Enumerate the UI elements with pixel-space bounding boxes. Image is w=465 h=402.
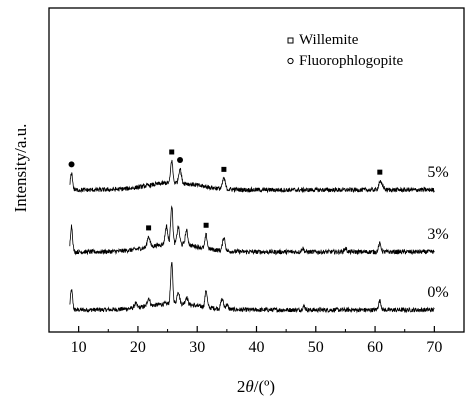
y-axis-label: Intensity/a.u. xyxy=(11,124,30,213)
legend-circle-icon xyxy=(287,57,294,65)
x-tick-label: 10 xyxy=(71,339,87,356)
x-tick-label: 50 xyxy=(308,339,324,356)
series-line xyxy=(69,205,435,256)
series-label: 0% xyxy=(427,284,448,301)
willemite-marker xyxy=(221,166,227,172)
x-axis-label-theta: θ xyxy=(245,377,253,396)
x-axis-label: 2θ/(º) xyxy=(237,377,275,396)
legend-square-icon xyxy=(287,37,294,44)
legend-label: Fluorophlogopite xyxy=(299,53,404,69)
legend-label: Willemite xyxy=(299,32,359,48)
series-labels: 0% 3% 5% xyxy=(427,164,448,301)
willemite-marker xyxy=(377,169,383,175)
willemite-marker xyxy=(169,149,175,155)
fluorophlogopite-marker xyxy=(68,161,75,168)
x-tick-label: 20 xyxy=(130,339,146,356)
x-axis-label-suffix: /(º) xyxy=(254,377,275,396)
fluorophlogopite-marker xyxy=(177,157,184,164)
series-layer xyxy=(69,159,435,314)
x-axis-label-prefix: 2 xyxy=(237,377,246,396)
x-tick-label: 30 xyxy=(189,339,205,356)
willemite-marker xyxy=(146,225,152,231)
x-tick-label: 60 xyxy=(367,339,383,356)
legend: Willemite Fluorophlogopite xyxy=(287,32,404,69)
series-label: 3% xyxy=(427,226,448,243)
peak-markers xyxy=(68,149,383,231)
series-label: 5% xyxy=(427,164,448,181)
willemite-marker xyxy=(203,222,209,228)
x-tick-label: 40 xyxy=(249,339,265,356)
axes: 10 20 30 40 50 60 70 xyxy=(48,7,465,356)
series-line xyxy=(69,159,435,194)
x-tick-label: 70 xyxy=(426,339,442,356)
series-line xyxy=(69,262,435,314)
